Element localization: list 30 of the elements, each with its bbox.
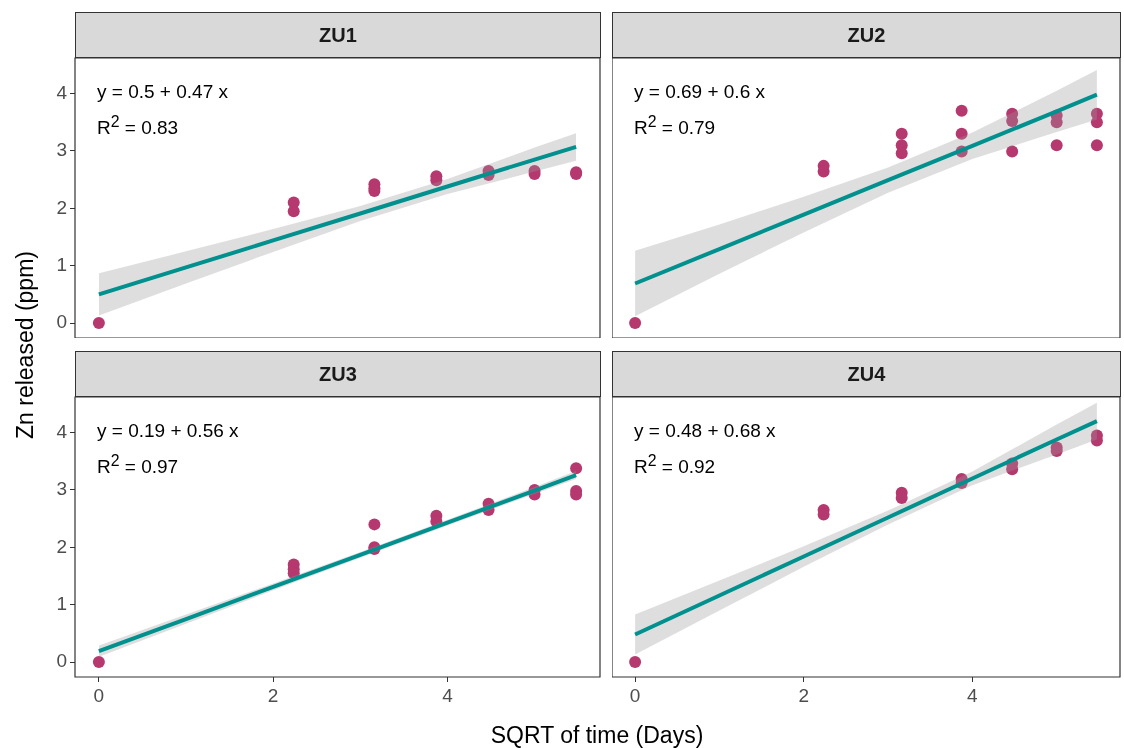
- y-tick-label: 3: [56, 139, 67, 161]
- chart-title: ZU3: [75, 351, 601, 397]
- annotation: y = 0.5 + 0.47 x: [97, 80, 228, 104]
- x-tick-label: 0: [629, 684, 641, 706]
- x-tick-label: 4: [442, 684, 454, 706]
- x-axis-title: SQRT of time (Days): [490, 721, 704, 748]
- y-tick-label: 0: [56, 650, 67, 672]
- y-tick-label: 4: [56, 420, 68, 442]
- annotation: y = 0.19 + 0.56 x: [97, 419, 239, 443]
- chart-title: ZU4: [612, 351, 1121, 397]
- annotation: y = 0.69 + 0.6 x: [634, 80, 765, 104]
- x-tick-label: 2: [798, 684, 810, 706]
- x-tick-label: 4: [967, 684, 979, 706]
- y-tick-label: 1: [56, 592, 67, 614]
- y-tick-label: 4: [56, 81, 68, 103]
- annotation: R$^{2}$ = 0.92: [634, 451, 716, 480]
- y-axis-title: Zn released (ppm): [11, 251, 39, 439]
- annotation: y = 0.48 + 0.68 x: [634, 419, 776, 443]
- y-tick-label: 2: [56, 196, 67, 218]
- y-tick-label: 3: [56, 478, 67, 500]
- y-tick-label: 1: [56, 253, 67, 275]
- chart-title: ZU2: [612, 12, 1121, 58]
- annotation: R$^{2}$ = 0.83: [97, 112, 179, 141]
- y-tick-label: 0: [56, 311, 67, 333]
- y-tick-label: 2: [56, 535, 67, 557]
- x-tick-label: 0: [93, 684, 105, 706]
- chart-title: ZU1: [75, 12, 601, 58]
- annotation: R$^{2}$ = 0.79: [634, 112, 716, 141]
- annotation: R$^{2}$ = 0.97: [97, 451, 179, 480]
- x-tick-label: 2: [267, 684, 279, 706]
